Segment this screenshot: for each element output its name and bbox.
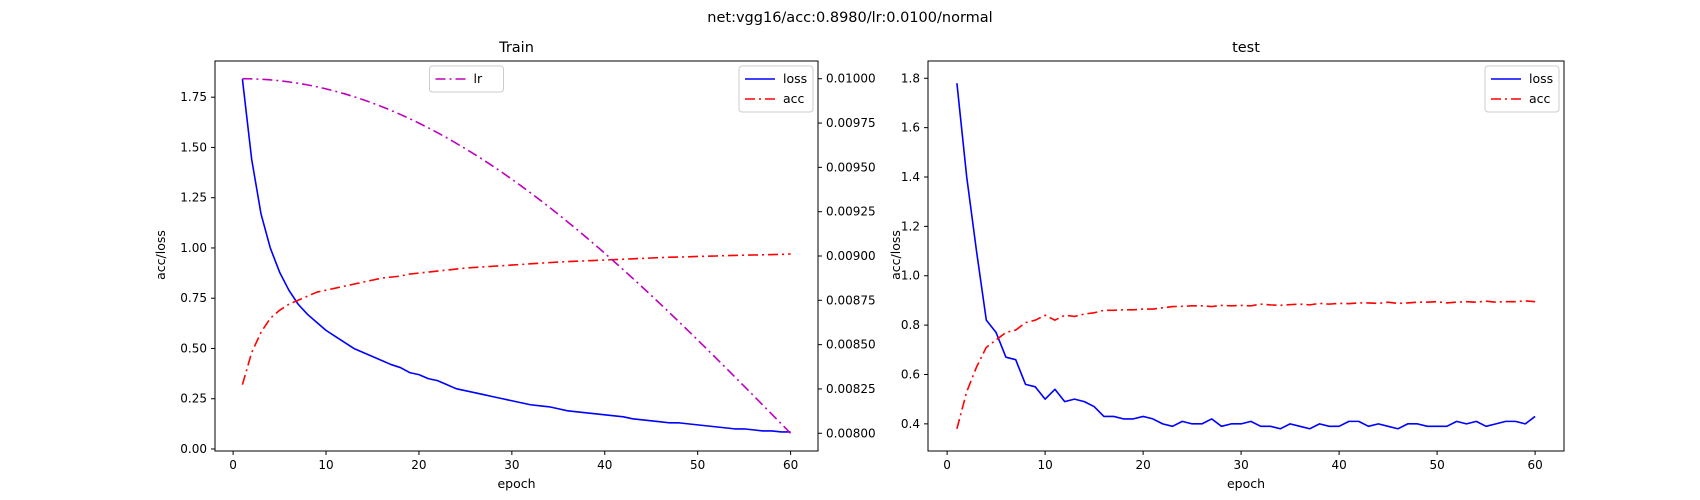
train-x-tick-label: 60 — [783, 458, 798, 472]
test-series-loss-line — [956, 83, 1536, 430]
train-y-tick-label: 0.75 — [180, 291, 207, 305]
train-x-tick-label: 10 — [318, 458, 333, 472]
train-y-axis-label: acc/loss — [153, 230, 168, 280]
train-y2-tick-label: 0.00825 — [826, 382, 876, 396]
train-plot-area: 0 10 20 30 40 50 60 0.00 0.25 0.50 0.75 1.00 1.25 1.5… — [180, 60, 876, 472]
train-legend-secondary-label-lr: lr — [474, 71, 483, 86]
test-y-tick-label: 0.4 — [901, 417, 920, 431]
train-x-tick-label: 30 — [504, 458, 519, 472]
test-x-tick-label: 10 — [1037, 458, 1052, 472]
train-panel: 0 10 20 30 40 50 60 0.00 0.25 0.50 0.75 1.00 1.25 1.5… — [153, 40, 876, 491]
train-legend-label-loss: loss — [783, 71, 807, 86]
train-legend-secondary-frame — [429, 65, 504, 93]
train-x-tick-label: 20 — [411, 458, 426, 472]
train-y2-tick-label: 0.00925 — [826, 205, 876, 219]
train-y2-tick-label: 0.00900 — [826, 249, 876, 263]
train-y2-tick-label: 0.00875 — [826, 293, 876, 307]
train-legend-frame — [738, 65, 814, 113]
test-y-tick-label: 1.0 — [901, 269, 920, 283]
train-y2-tick-label: 0.01000 — [826, 72, 876, 86]
train-y2-tick-label: 0.00950 — [826, 160, 876, 174]
train-x-tick-label: 40 — [597, 458, 612, 472]
train-y-tick-label: 0.00 — [180, 442, 207, 456]
train-y-tick-label: 0.25 — [180, 392, 207, 406]
test-y-tick-label: 1.6 — [901, 121, 920, 135]
train-series-loss-line — [241, 78, 791, 433]
test-y-tick-label: 1.8 — [901, 71, 920, 85]
train-title: Train — [498, 40, 534, 56]
test-y-tick-label: 0.6 — [901, 367, 920, 381]
train-y-tick-label: 1.25 — [180, 191, 207, 205]
train-y-tick-label: 1.00 — [180, 241, 207, 255]
train-series-lr-line — [242, 77, 792, 434]
train-y2-tick-label: 0.00975 — [826, 116, 876, 130]
test-x-tick-label: 60 — [1527, 458, 1542, 472]
test-x-tick-label: 30 — [1233, 458, 1248, 472]
test-x-tick-label: 20 — [1135, 458, 1150, 472]
test-y-tick-label: 0.8 — [901, 318, 920, 332]
train-y-tick-label: 1.50 — [180, 140, 207, 154]
test-x-tick-label: 50 — [1429, 458, 1444, 472]
test-plot-area: 0 10 20 30 40 50 60 0.4 0.6 0.8 1.0 1.2 1.4 1.6 1.8 los… — [901, 60, 1565, 472]
train-y-tick-label: 1.75 — [180, 90, 207, 104]
train-y-tick-label: 0.50 — [180, 341, 207, 355]
test-panel: 0 10 20 30 40 50 60 0.4 0.6 0.8 1.0 1.2 1.4 1.6 1.8 los… — [888, 40, 1565, 491]
test-legend: loss acc — [1484, 65, 1560, 113]
train-legend: loss acc — [738, 65, 814, 113]
train-series-group — [241, 77, 792, 434]
train-x-axis-label: epoch — [497, 476, 535, 491]
test-x-tick-label: 40 — [1331, 458, 1346, 472]
test-legend-label-loss: loss — [1529, 71, 1553, 86]
train-legend-secondary: lr — [429, 65, 504, 93]
test-title: test — [1232, 40, 1260, 56]
train-series-acc-line — [241, 253, 791, 385]
test-legend-frame — [1484, 65, 1560, 113]
test-series-group — [956, 83, 1536, 430]
train-y2-tick-label: 0.00850 — [826, 338, 876, 352]
test-x-axis-label: epoch — [1227, 476, 1265, 491]
train-legend-label-acc: acc — [783, 91, 805, 106]
test-y-tick-label: 1.2 — [901, 219, 920, 233]
test-y-axis-label: acc/loss — [888, 230, 903, 280]
test-series-acc-line — [956, 300, 1536, 429]
train-x-tick-label: 0 — [229, 458, 237, 472]
test-x-tick-label: 0 — [943, 458, 951, 472]
test-y-tick-label: 1.4 — [901, 170, 920, 184]
train-x-tick-label: 50 — [690, 458, 705, 472]
train-y2-tick-label: 0.00800 — [826, 426, 876, 440]
figure-suptitle: net:vgg16/acc:0.8980/lr:0.0100/normal — [707, 10, 992, 26]
test-legend-label-acc: acc — [1529, 91, 1551, 106]
test-axes-frame — [927, 60, 1565, 452]
